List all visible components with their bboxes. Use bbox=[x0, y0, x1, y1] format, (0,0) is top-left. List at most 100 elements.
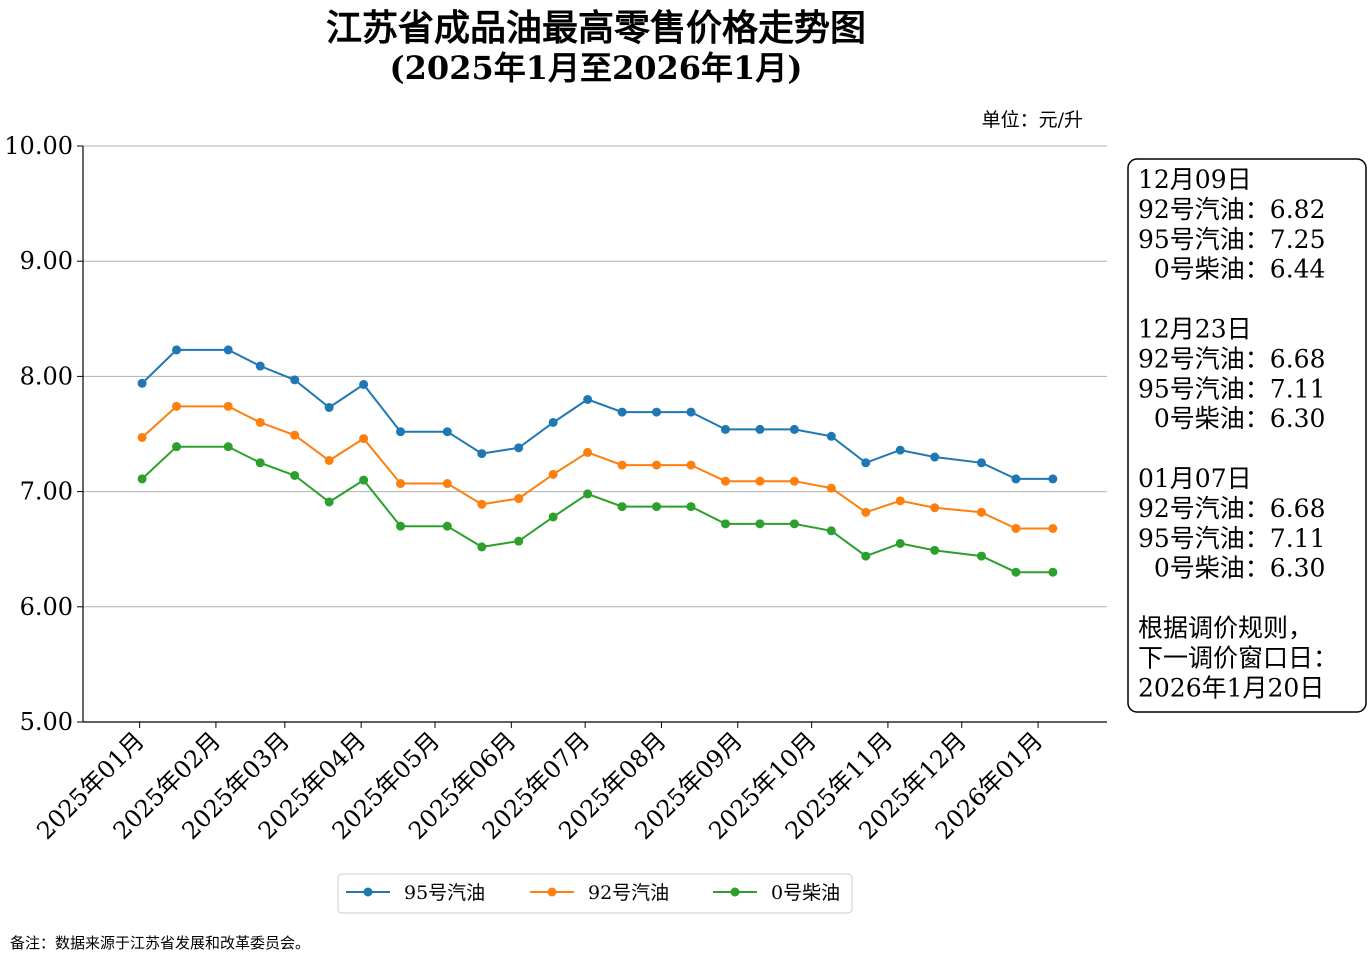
series-line-0 bbox=[141, 348, 1053, 480]
data-point bbox=[290, 430, 300, 440]
data-point bbox=[172, 442, 182, 452]
data-point bbox=[442, 521, 452, 531]
data-point bbox=[895, 445, 905, 455]
data-point bbox=[548, 417, 558, 427]
data-point bbox=[477, 449, 487, 459]
data-point bbox=[255, 361, 265, 371]
data-point bbox=[172, 401, 182, 411]
data-point bbox=[617, 502, 627, 512]
data-point bbox=[755, 424, 765, 434]
info-line: 92号汽油：6.82 bbox=[1138, 195, 1325, 224]
data-point bbox=[137, 432, 147, 442]
data-point bbox=[1048, 523, 1058, 533]
y-tick-labels: 5.00 6.00 7.00 8.00 9.00 10.00 bbox=[4, 132, 83, 736]
info-line: 12月23日 bbox=[1138, 315, 1252, 344]
data-point bbox=[895, 496, 905, 506]
info-line: 0号柴油：6.30 bbox=[1138, 554, 1325, 583]
data-point bbox=[617, 407, 627, 417]
data-point bbox=[290, 375, 300, 385]
info-line: 下一调价窗口日： bbox=[1138, 643, 1338, 672]
data-point bbox=[826, 526, 836, 536]
data-point bbox=[1011, 474, 1021, 484]
info-line: 根据调价规则， bbox=[1138, 614, 1313, 643]
data-point bbox=[976, 507, 986, 517]
data-point bbox=[583, 394, 593, 404]
legend-label-0: 95号汽油 bbox=[404, 882, 485, 904]
data-point bbox=[359, 475, 369, 485]
data-point bbox=[1048, 474, 1058, 484]
series-line-1 bbox=[141, 405, 1053, 530]
info-line: 0号柴油：6.44 bbox=[1138, 255, 1325, 284]
data-point bbox=[686, 407, 696, 417]
info-line: 0号柴油：6.30 bbox=[1138, 404, 1325, 433]
unit-label: 单位：元/升 bbox=[982, 109, 1083, 131]
data-point bbox=[477, 499, 487, 509]
data-point bbox=[359, 379, 369, 389]
data-point bbox=[548, 469, 558, 479]
grid bbox=[83, 145, 1107, 723]
data-point bbox=[789, 476, 799, 486]
data-point bbox=[1048, 567, 1058, 577]
data-point bbox=[789, 519, 799, 529]
data-point bbox=[514, 536, 524, 546]
legend-marker-2 bbox=[730, 887, 740, 897]
series bbox=[137, 345, 1058, 577]
info-line: 95号汽油：7.11 bbox=[1138, 524, 1325, 553]
info-line: 95号汽油：7.11 bbox=[1138, 374, 1325, 403]
data-point bbox=[396, 427, 406, 437]
legend: 95号汽油 92号汽油 0号柴油 bbox=[337, 873, 853, 914]
data-point bbox=[976, 458, 986, 468]
data-point bbox=[548, 512, 558, 522]
data-point bbox=[617, 460, 627, 470]
data-point bbox=[514, 443, 524, 453]
data-point bbox=[396, 521, 406, 531]
info-line: 95号汽油：7.25 bbox=[1138, 225, 1325, 254]
data-point bbox=[930, 452, 940, 462]
legend-label-1: 92号汽油 bbox=[588, 882, 669, 904]
data-point bbox=[477, 542, 487, 552]
legend-frame bbox=[337, 873, 853, 914]
data-point bbox=[720, 519, 730, 529]
data-point bbox=[789, 424, 799, 434]
data-point bbox=[1011, 523, 1021, 533]
data-point bbox=[976, 551, 986, 561]
data-point bbox=[930, 545, 940, 555]
data-point bbox=[583, 447, 593, 457]
axes bbox=[82, 146, 1107, 723]
info-line: 01月07日 bbox=[1138, 464, 1252, 493]
info-line: 92号汽油：6.68 bbox=[1138, 344, 1325, 373]
legend-marker-0 bbox=[363, 887, 373, 897]
data-point bbox=[359, 434, 369, 444]
data-point bbox=[137, 378, 147, 388]
data-point bbox=[396, 479, 406, 489]
data-point bbox=[442, 427, 452, 437]
data-point bbox=[324, 497, 334, 507]
data-point bbox=[223, 401, 233, 411]
data-point bbox=[930, 503, 940, 513]
series-line-2 bbox=[141, 445, 1053, 574]
data-point bbox=[826, 431, 836, 441]
data-point bbox=[755, 519, 765, 529]
data-point bbox=[255, 458, 265, 468]
data-point bbox=[861, 458, 871, 468]
chart-subtitle: (2025年1月至2026年1月) bbox=[390, 49, 803, 87]
data-point bbox=[686, 460, 696, 470]
data-point bbox=[861, 507, 871, 517]
data-point bbox=[720, 476, 730, 486]
data-point bbox=[686, 502, 696, 512]
footnote: 备注：数据来源于江苏省发展和改革委员会。 bbox=[10, 934, 310, 952]
data-point bbox=[652, 407, 662, 417]
y-tick-label: 10.00 bbox=[4, 132, 73, 160]
data-point bbox=[324, 403, 334, 413]
data-point bbox=[652, 502, 662, 512]
data-point bbox=[223, 442, 233, 452]
data-point bbox=[652, 460, 662, 470]
data-point bbox=[583, 489, 593, 499]
data-point bbox=[324, 455, 334, 465]
info-box-frame bbox=[1127, 158, 1367, 713]
data-point bbox=[895, 538, 905, 548]
data-point bbox=[172, 345, 182, 355]
x-tick-labels: 2025年01月2025年02月2025年03月2025年04月2025年05月… bbox=[31, 722, 1048, 845]
